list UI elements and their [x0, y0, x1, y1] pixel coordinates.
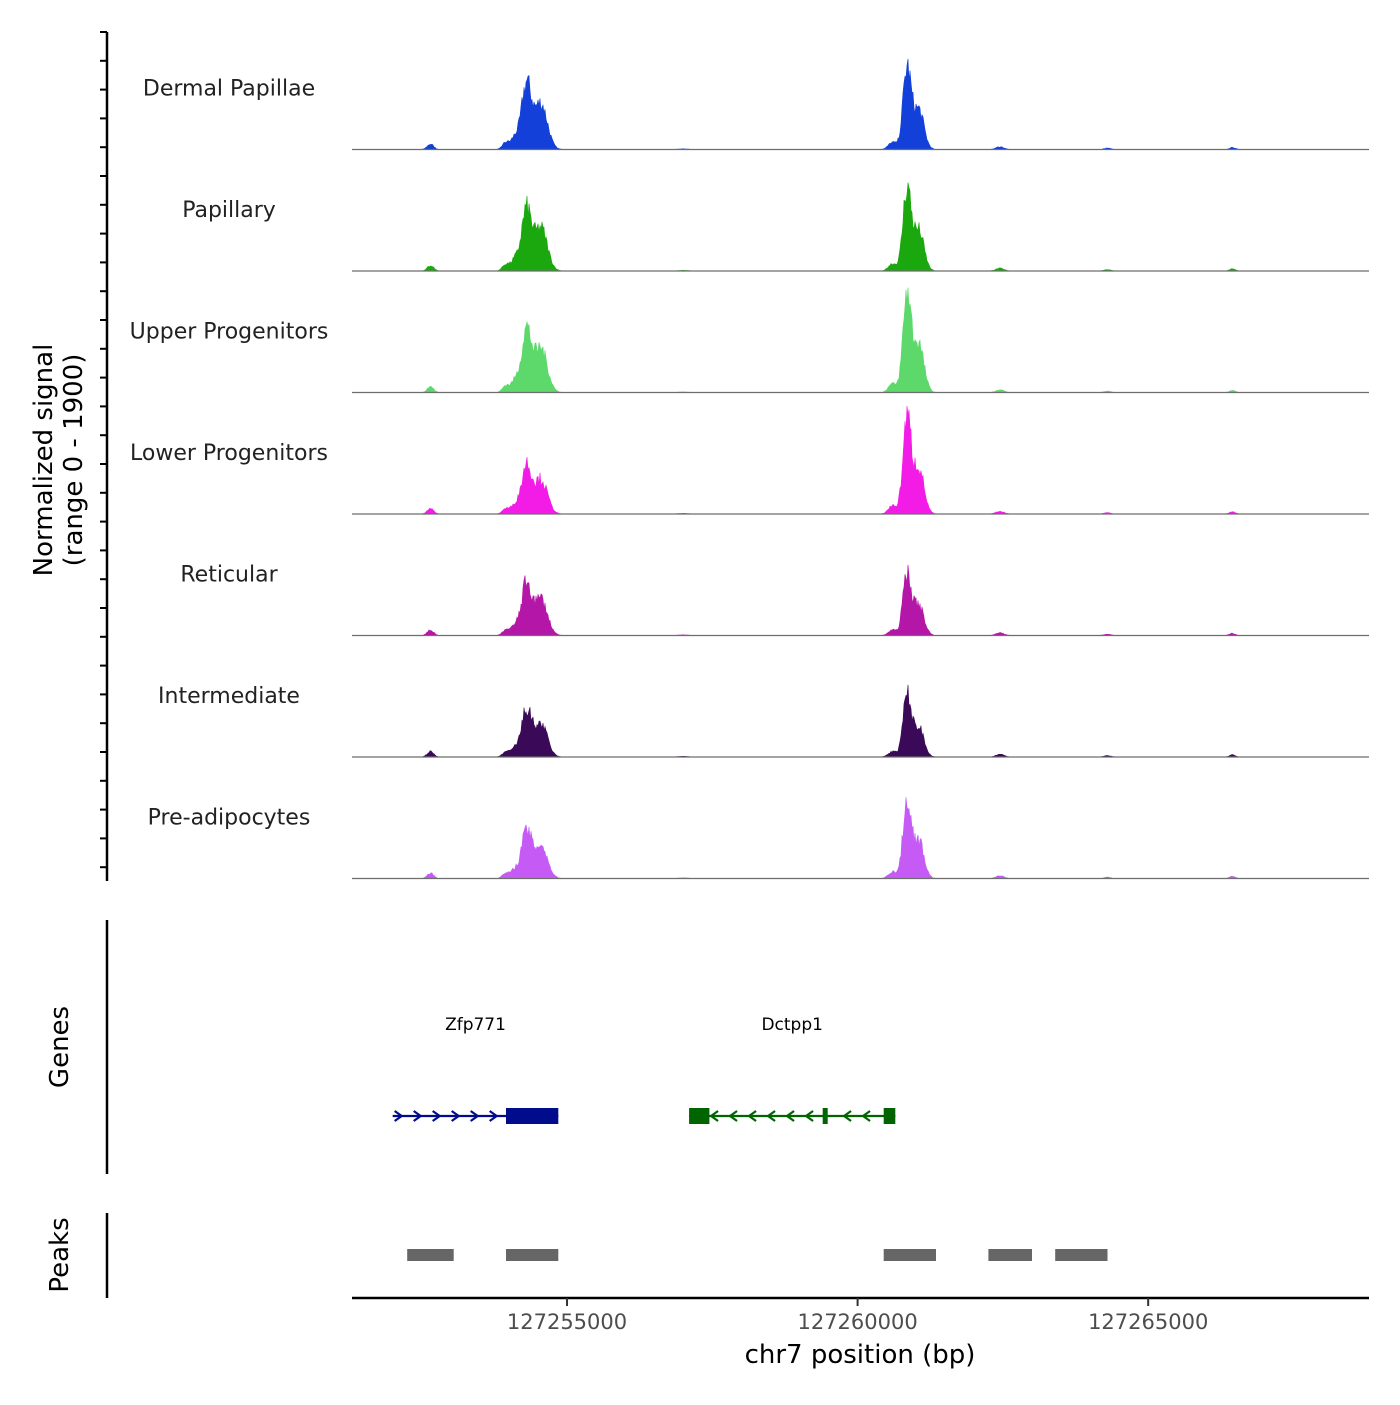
coverage-track: Lower Progenitors	[130, 405, 1369, 515]
gene-annotations: Zfp771 Dctpp1	[392, 1015, 896, 1124]
track-label: Lower Progenitors	[130, 441, 328, 466]
peak-region	[1055, 1249, 1108, 1261]
gene-label: Zfp771	[445, 1015, 506, 1035]
gene: Zfp771	[392, 1015, 559, 1124]
strand-arrow	[489, 1110, 499, 1122]
strand-arrow	[709, 1110, 719, 1122]
coverage-track: Pre-adipocytes	[148, 797, 1369, 880]
strand-arrow	[785, 1110, 795, 1122]
gene-exon	[883, 1108, 896, 1124]
coverage-area	[352, 287, 1369, 393]
strand-arrow	[728, 1110, 738, 1122]
genes-panel-title: Genes	[45, 1006, 75, 1088]
signal-y-axis-ticks	[100, 31, 107, 869]
strand-arrow	[470, 1110, 480, 1122]
strand-arrow	[394, 1110, 404, 1122]
strand-arrow	[451, 1110, 461, 1122]
track-label: Pre-adipocytes	[148, 806, 311, 831]
coverage-area	[352, 182, 1369, 272]
coverage-track: Upper Progenitors	[130, 287, 1369, 394]
peak-region	[988, 1249, 1032, 1261]
x-tick-label: 127265000	[1088, 1310, 1208, 1334]
coverage-track: Intermediate	[158, 684, 1369, 758]
gene-exon	[506, 1108, 559, 1124]
strand-arrow	[766, 1110, 776, 1122]
strand-arrow	[432, 1110, 442, 1122]
gene: Dctpp1	[689, 1015, 896, 1124]
gene-exon	[689, 1108, 710, 1124]
coverage-tracks: Dermal Papillae Papillary Upper Progenitor…	[130, 58, 1369, 880]
coverage-area	[352, 405, 1369, 515]
gene-label: Dctpp1	[761, 1015, 823, 1035]
strand-arrow	[747, 1110, 757, 1122]
coverage-track: Dermal Papillae	[143, 58, 1369, 151]
y-axis-title-line1: Normalized signal	[29, 344, 59, 577]
coverage-track: Reticular	[180, 563, 1369, 637]
coverage-area	[352, 564, 1369, 636]
x-tick-label: 127255000	[507, 1310, 627, 1334]
peak-region	[407, 1249, 454, 1261]
x-axis-ticks: 127255000 127260000 127265000	[507, 1298, 1208, 1334]
peak-region	[506, 1249, 559, 1261]
coverage-area	[352, 797, 1369, 879]
strand-arrow	[861, 1110, 871, 1122]
x-axis-title: chr7 position (bp)	[745, 1340, 976, 1370]
peak-annotations	[407, 1249, 1108, 1261]
strand-arrow	[413, 1110, 423, 1122]
track-label: Upper Progenitors	[130, 320, 329, 345]
x-tick-label: 127260000	[797, 1310, 917, 1334]
gene-exon	[822, 1108, 828, 1124]
coverage-area	[352, 684, 1369, 758]
coverage-track: Papillary	[182, 182, 1369, 272]
track-label: Dermal Papillae	[143, 77, 315, 102]
track-label: Reticular	[180, 563, 278, 588]
coverage-area	[352, 58, 1369, 150]
track-label: Papillary	[182, 198, 276, 223]
peaks-panel-title: Peaks	[45, 1217, 75, 1292]
peak-region	[883, 1249, 936, 1261]
strand-arrow	[842, 1110, 852, 1122]
track-label: Intermediate	[158, 684, 300, 709]
strand-arrow	[804, 1110, 814, 1122]
y-axis-title-line2: (range 0 - 1900)	[59, 354, 89, 567]
